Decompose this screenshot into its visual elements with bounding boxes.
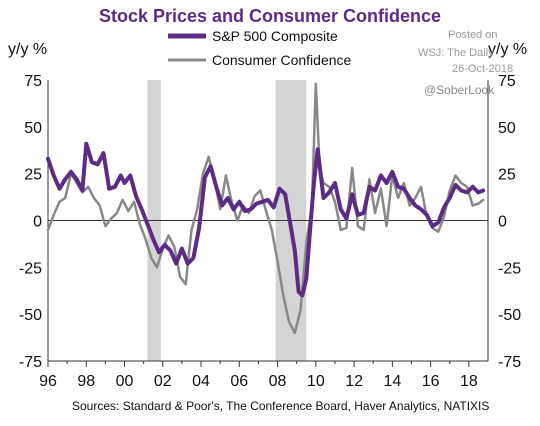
x-tick-label: 18 [460,373,478,390]
x-tick-label: 10 [307,373,325,390]
axes [47,80,489,367]
series-line-sp500 [46,141,486,298]
x-tick-labels: 96 98 00 02 04 06 08 10 12 14 16 18 [39,373,478,390]
y-tick-label-right: 25 [498,167,516,184]
y-tick-label-left: -50 [19,307,42,324]
y-tick-labels: 75 75 50 50 25 25 0 0 -25 -25 -50 -50 -75 -75 [19,73,521,371]
watermark: Posted on WSJ: The Daily 26-Oct-2018 @So… [418,29,513,97]
x-tick-label: 98 [77,373,95,390]
chart-title: Stock Prices and Consumer Confidence [99,6,441,26]
watermark-posted: Posted on [448,29,498,41]
watermark-handle: @SoberLook [424,83,495,97]
x-tick-label: 08 [269,373,287,390]
series-lines [46,82,486,335]
y-tick-label-right: -25 [498,260,521,277]
x-tick-label: 04 [192,373,210,390]
x-tick-label: 00 [116,373,134,390]
y-tick-label-left: 25 [24,167,42,184]
watermark-source: WSJ: The Daily [418,47,494,59]
y-tick-label-right: 50 [498,120,516,137]
legend-label-sp500: S&P 500 Composite [212,28,338,44]
y-axis-label-right: y/y % [488,41,527,58]
x-tick-label: 02 [154,373,172,390]
y-tick-label-right: 0 [498,214,507,231]
series-line-consumer-confidence [46,82,485,335]
y-tick-label-right: -75 [498,354,521,371]
legend-label-consumer-confidence: Consumer Confidence [212,52,352,68]
y-tick-label-right: 75 [498,73,516,90]
y-tick-label-left: 0 [33,214,42,231]
y-tick-label-left: 75 [24,73,42,90]
y-tick-label-right: -50 [498,307,521,324]
watermark-date: 26-Oct-2018 [452,63,513,75]
x-tick-label: 96 [39,373,57,390]
legend: S&P 500 Composite Consumer Confidence [168,28,352,68]
y-axis-label-left: y/y % [8,41,47,58]
x-tick-label: 06 [230,373,248,390]
x-tick-label: 16 [422,373,440,390]
y-tick-label-left: -25 [19,260,42,277]
y-tick-label-left: -75 [19,354,42,371]
source-note: Sources: Standard & Poor's, The Conferen… [72,399,489,413]
x-tick-label: 14 [383,373,401,390]
y-tick-label-left: 50 [24,120,42,137]
x-tick-label: 12 [345,373,363,390]
